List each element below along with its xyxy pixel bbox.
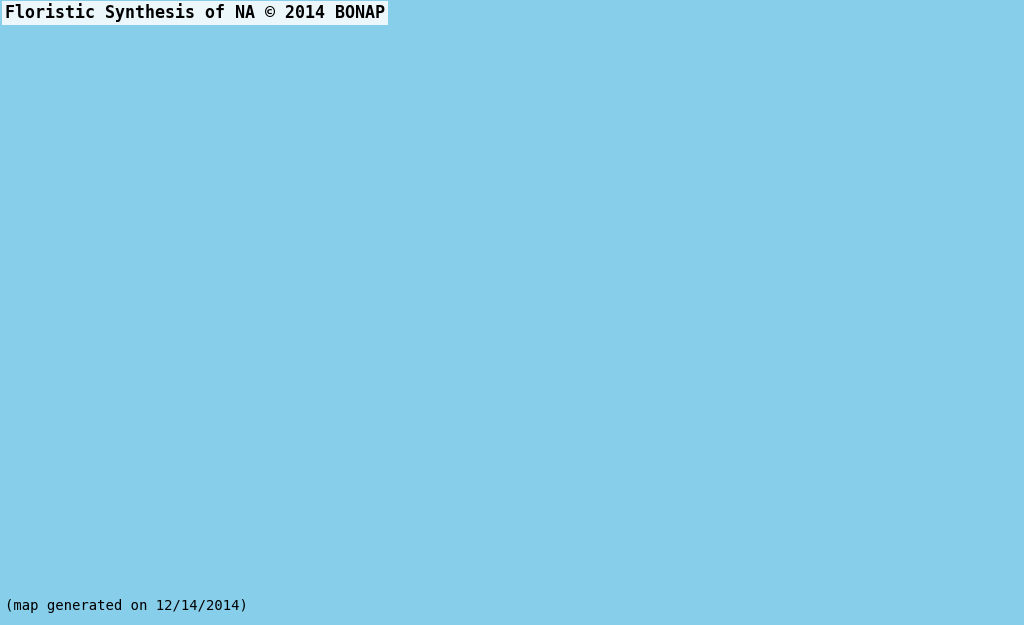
Text: Floristic Synthesis of NA © 2014 BONAP: Floristic Synthesis of NA © 2014 BONAP: [5, 3, 385, 22]
Text: (map generated on 12/14/2014): (map generated on 12/14/2014): [5, 599, 248, 613]
